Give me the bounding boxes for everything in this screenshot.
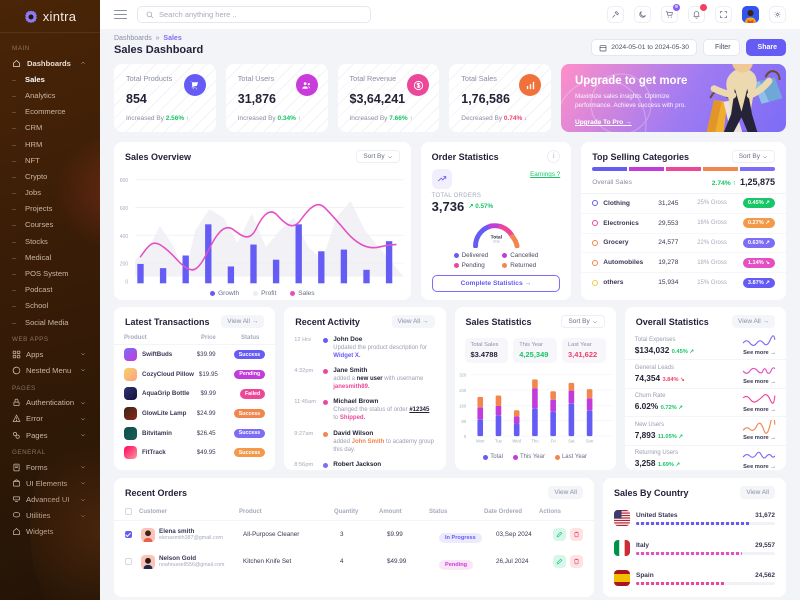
svg-text:240: 240 xyxy=(459,388,467,393)
svg-text:Sat: Sat xyxy=(568,438,575,443)
svg-text:80: 80 xyxy=(461,419,466,424)
svg-text:800: 800 xyxy=(120,178,128,185)
svg-text:Sun: Sun xyxy=(585,438,593,443)
svg-text:400: 400 xyxy=(120,233,128,240)
svg-text:Tue: Tue xyxy=(494,438,502,443)
svg-text:0: 0 xyxy=(463,434,466,439)
svg-text:320: 320 xyxy=(459,373,467,378)
svg-text:Mon: Mon xyxy=(476,438,485,443)
svg-text:Thu: Thu xyxy=(531,438,539,443)
svg-text:Fri: Fri xyxy=(550,438,555,443)
svg-text:0: 0 xyxy=(125,279,128,285)
svg-text:3736: 3736 xyxy=(493,240,500,244)
svg-text:Wed: Wed xyxy=(512,438,521,443)
svg-text:160: 160 xyxy=(459,403,467,408)
svg-text:600: 600 xyxy=(120,206,128,213)
svg-text:200: 200 xyxy=(120,261,128,268)
